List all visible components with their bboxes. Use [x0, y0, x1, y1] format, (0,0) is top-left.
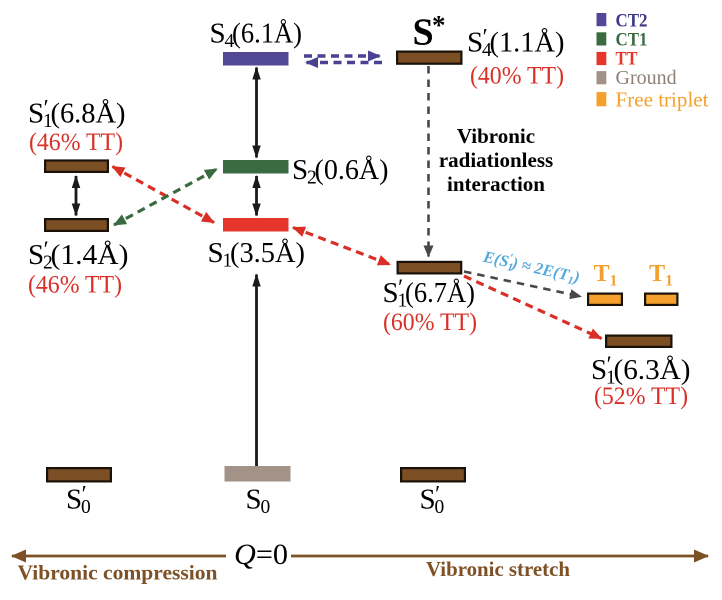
svg-text:4: 4	[482, 40, 492, 61]
svg-text:CT2: CT2	[616, 10, 648, 31]
svg-text:S: S	[420, 484, 436, 516]
svg-text:′: ′	[483, 25, 488, 50]
svg-text:′: ′	[398, 275, 403, 300]
svg-text:4: 4	[225, 31, 235, 52]
svg-text:(52% TT): (52% TT)	[594, 383, 688, 410]
svg-text:S: S	[66, 484, 82, 516]
svg-text:S: S	[383, 277, 399, 309]
svg-text:′: ′	[44, 95, 49, 120]
svg-text:S: S	[28, 97, 44, 129]
svg-text:0: 0	[261, 497, 271, 518]
svg-text:Vibronic stretch: Vibronic stretch	[426, 557, 570, 581]
svg-text:interaction: interaction	[447, 172, 545, 196]
svg-text:Vibronic: Vibronic	[457, 124, 535, 148]
svg-text:(1.4Å): (1.4Å)	[51, 239, 129, 271]
svg-text:1: 1	[223, 251, 233, 272]
svg-text:Vibronic compression: Vibronic compression	[18, 561, 218, 585]
svg-text:S: S	[292, 154, 308, 186]
svg-text:Q=0: Q=0	[234, 538, 288, 571]
svg-text:CT1: CT1	[616, 30, 648, 51]
svg-text:(6.1Å): (6.1Å)	[232, 18, 302, 50]
svg-text:(46% TT): (46% TT)	[28, 271, 122, 298]
svg-text:S: S	[210, 18, 226, 50]
svg-text:(6.7Å): (6.7Å)	[405, 277, 475, 309]
svg-text:(6.3Å): (6.3Å)	[614, 354, 691, 386]
svg-text:′: ′	[607, 352, 612, 377]
svg-text:S: S	[413, 11, 434, 53]
svg-text:E(S1′) ≈ 2E(T1): E(S1′) ≈ 2E(T1)	[480, 245, 582, 289]
svg-text:0: 0	[435, 497, 445, 518]
svg-text:(1.1Å): (1.1Å)	[490, 27, 565, 59]
svg-text:Free triplet: Free triplet	[616, 87, 709, 111]
svg-text:′: ′	[44, 237, 49, 262]
svg-text:S: S	[467, 27, 483, 59]
svg-text:(60% TT): (60% TT)	[383, 309, 477, 336]
svg-text:T1: T1	[594, 261, 618, 290]
svg-text:1: 1	[606, 368, 616, 389]
svg-text:1: 1	[43, 111, 53, 132]
svg-text:TT: TT	[616, 49, 638, 70]
svg-text:S: S	[591, 354, 607, 386]
svg-text:*: *	[432, 10, 446, 40]
svg-text:(6.8Å): (6.8Å)	[51, 97, 126, 129]
svg-text:T1: T1	[649, 261, 673, 290]
svg-text:S: S	[28, 239, 44, 271]
svg-text:S: S	[208, 237, 224, 269]
svg-text:(40% TT): (40% TT)	[470, 63, 564, 90]
svg-text:radiationless: radiationless	[439, 148, 553, 172]
svg-text:(0.6Å): (0.6Å)	[315, 154, 389, 186]
svg-text:(3.5Å): (3.5Å)	[230, 237, 305, 269]
svg-text:2: 2	[307, 168, 317, 189]
svg-text:0: 0	[81, 497, 91, 518]
svg-text:(46% TT): (46% TT)	[29, 129, 123, 156]
svg-text:S: S	[246, 484, 262, 516]
svg-text:1: 1	[398, 291, 408, 312]
svg-text:′: ′	[435, 482, 440, 507]
svg-text:′: ′	[82, 482, 87, 507]
svg-text:2: 2	[43, 253, 53, 274]
svg-text:Ground: Ground	[616, 67, 677, 89]
